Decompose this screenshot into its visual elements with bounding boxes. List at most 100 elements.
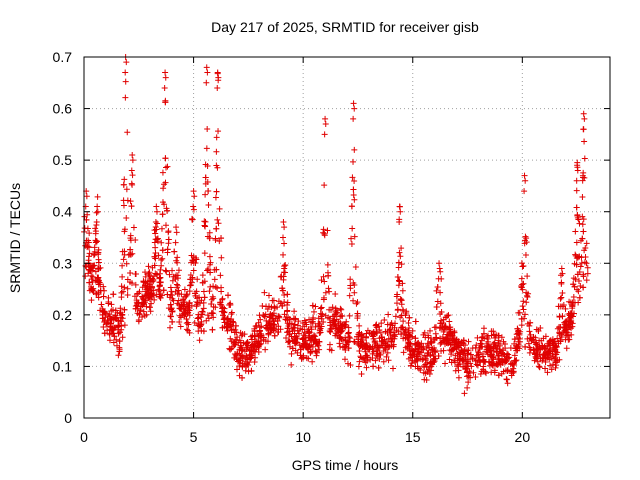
data-point xyxy=(576,220,583,227)
x-tick-label: 10 xyxy=(295,429,311,445)
data-point xyxy=(326,328,333,335)
data-point xyxy=(536,345,543,352)
data-point xyxy=(203,79,210,86)
data-point xyxy=(143,311,150,318)
data-point xyxy=(501,340,508,347)
data-point xyxy=(131,293,138,300)
data-point xyxy=(84,225,91,232)
data-point xyxy=(560,302,567,309)
data-point xyxy=(204,312,211,319)
data-point xyxy=(557,295,564,302)
data-point xyxy=(516,338,523,345)
data-point xyxy=(402,335,409,342)
data-point xyxy=(183,326,190,333)
data-point xyxy=(270,327,277,334)
data-point xyxy=(152,230,159,237)
data-point xyxy=(274,304,281,311)
plot-frame xyxy=(83,56,611,419)
data-point xyxy=(164,246,171,253)
data-point xyxy=(531,357,538,364)
data-point xyxy=(214,84,221,91)
data-point xyxy=(427,327,434,334)
data-point xyxy=(193,256,200,263)
data-point xyxy=(211,276,218,283)
data-point xyxy=(540,351,547,358)
data-point xyxy=(246,347,253,354)
data-point xyxy=(286,316,293,323)
data-point xyxy=(332,290,339,297)
data-point xyxy=(527,319,534,326)
data-point xyxy=(164,291,171,298)
data-point xyxy=(312,303,319,310)
data-point xyxy=(173,281,180,288)
data-point xyxy=(91,244,98,251)
data-point xyxy=(130,224,137,231)
data-point xyxy=(258,323,265,330)
data-point xyxy=(265,292,272,299)
data-point xyxy=(167,313,174,320)
data-point xyxy=(204,125,211,132)
data-point xyxy=(174,254,181,261)
data-point xyxy=(456,355,463,362)
data-point xyxy=(535,363,542,370)
data-point xyxy=(465,372,472,379)
data-point xyxy=(318,323,325,330)
data-point xyxy=(178,291,185,298)
data-point xyxy=(548,366,555,373)
data-point xyxy=(396,219,403,226)
data-point xyxy=(467,351,474,358)
data-point xyxy=(454,363,461,370)
data-point xyxy=(202,191,209,198)
data-point xyxy=(407,362,414,369)
data-point xyxy=(534,358,541,365)
data-point xyxy=(95,281,102,288)
data-point xyxy=(319,311,326,318)
data-point xyxy=(213,148,220,155)
y-tick-label: 0.2 xyxy=(53,307,73,323)
data-point xyxy=(119,248,126,255)
data-point xyxy=(524,273,531,280)
data-point xyxy=(327,322,334,329)
data-point xyxy=(243,340,250,347)
data-point xyxy=(86,230,93,237)
data-point xyxy=(169,318,176,325)
data-point xyxy=(351,146,358,153)
data-point xyxy=(308,335,315,342)
data-point xyxy=(580,174,587,181)
data-point xyxy=(395,259,402,266)
data-point xyxy=(444,340,451,347)
data-point xyxy=(369,333,376,340)
data-point xyxy=(150,276,157,283)
data-point xyxy=(526,328,533,335)
data-point xyxy=(305,355,312,362)
data-point xyxy=(266,314,273,321)
data-point xyxy=(369,350,376,357)
data-point xyxy=(388,338,395,345)
data-point xyxy=(101,309,108,316)
data-point xyxy=(200,299,207,306)
data-point xyxy=(417,366,424,373)
data-point xyxy=(549,342,556,349)
data-point xyxy=(427,338,434,345)
data-point xyxy=(316,329,323,336)
data-point xyxy=(199,279,206,286)
data-point xyxy=(219,295,226,302)
data-point xyxy=(207,283,214,290)
data-point xyxy=(573,261,580,268)
data-point xyxy=(100,323,107,330)
data-point xyxy=(128,180,135,187)
data-point xyxy=(519,303,526,310)
data-point xyxy=(265,330,272,337)
data-point xyxy=(281,240,288,247)
data-point xyxy=(214,69,221,76)
data-point xyxy=(215,220,222,227)
data-point xyxy=(140,308,147,315)
data-point xyxy=(219,305,226,312)
data-point xyxy=(296,330,303,337)
data-point xyxy=(391,331,398,338)
data-point xyxy=(300,340,307,347)
data-point xyxy=(247,355,254,362)
data-point xyxy=(348,203,355,210)
data-point xyxy=(173,229,180,236)
data-point xyxy=(539,342,546,349)
